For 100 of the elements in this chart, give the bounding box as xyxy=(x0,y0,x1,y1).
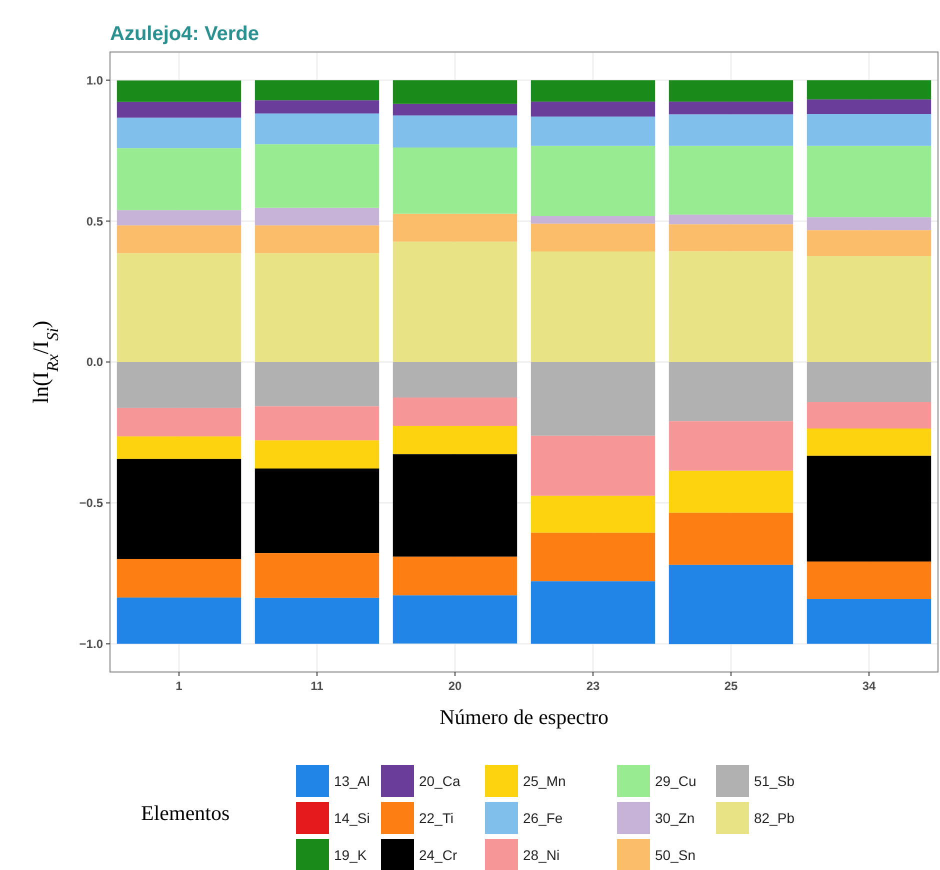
bar xyxy=(806,217,932,230)
bar xyxy=(668,80,794,102)
bar xyxy=(530,224,656,252)
bar xyxy=(254,144,380,208)
x-tick-label: 11 xyxy=(310,679,324,693)
bar xyxy=(668,251,794,362)
chart-title: Azulejo4: Verde xyxy=(110,23,259,45)
bar xyxy=(392,148,518,214)
bar xyxy=(530,436,656,496)
bar xyxy=(530,532,656,582)
bar xyxy=(530,362,656,436)
legend-label: 26_Fe xyxy=(523,810,563,826)
legend-label: 50_Sn xyxy=(655,846,696,863)
bar xyxy=(254,208,380,226)
bar xyxy=(392,398,518,426)
bar xyxy=(392,362,518,398)
bar xyxy=(392,595,518,644)
bar xyxy=(530,102,656,117)
legend-label: 24_Cr xyxy=(419,846,458,863)
legend-label: 51_Sb xyxy=(754,772,795,789)
bar xyxy=(254,113,380,144)
bar xyxy=(530,216,656,224)
bar xyxy=(254,253,380,362)
bar xyxy=(806,428,932,456)
bar xyxy=(254,598,380,644)
legend-label: 28_Ni xyxy=(523,846,560,863)
bar xyxy=(116,225,242,254)
bar xyxy=(668,114,794,146)
bar xyxy=(806,256,932,362)
bar xyxy=(116,148,242,210)
bar xyxy=(254,225,380,254)
bar xyxy=(530,116,656,146)
y-tick-label: 0.5 xyxy=(86,214,104,228)
legend-label: 22_Ti xyxy=(419,810,454,826)
bar xyxy=(254,362,380,406)
bar xyxy=(806,456,932,562)
bar xyxy=(392,556,518,596)
bar xyxy=(254,468,380,554)
bar xyxy=(530,252,656,362)
bar xyxy=(530,146,656,216)
x-tick-label: 1 xyxy=(176,679,183,693)
legend-title: Elementos xyxy=(141,801,230,825)
bar xyxy=(254,553,380,598)
bar xyxy=(668,102,794,114)
bar xyxy=(530,581,656,644)
y-tick-label: −1.0 xyxy=(79,637,104,652)
bar xyxy=(806,99,932,114)
y-tick-label: −0.5 xyxy=(79,496,104,510)
bar xyxy=(392,426,518,454)
bar xyxy=(254,440,380,469)
bar xyxy=(668,421,794,471)
bar xyxy=(530,80,656,102)
x-tick-label: 23 xyxy=(586,679,600,693)
legend-label: 25_Mn xyxy=(523,772,566,789)
bar xyxy=(668,146,794,215)
bar xyxy=(116,210,242,226)
bar xyxy=(392,454,518,557)
bar xyxy=(254,406,380,440)
bar xyxy=(806,114,932,146)
bar xyxy=(806,146,932,218)
bar xyxy=(254,100,380,114)
x-axis-title: Número de espectro xyxy=(439,705,609,729)
legend-label: 19_K xyxy=(334,846,368,863)
x-tick-label: 20 xyxy=(448,679,462,693)
bar xyxy=(806,362,932,402)
legend-label: 20_Ca xyxy=(419,772,460,789)
bar xyxy=(116,80,242,102)
bar xyxy=(668,224,794,252)
bar xyxy=(116,408,242,436)
legend-label: 82_Pb xyxy=(754,810,795,826)
bar xyxy=(392,242,518,362)
bar xyxy=(806,402,932,429)
bar xyxy=(116,102,242,118)
bar xyxy=(806,80,932,100)
bar xyxy=(116,598,242,644)
bar xyxy=(806,599,932,644)
bar xyxy=(392,115,518,148)
legend-label: 13_Al xyxy=(334,772,370,789)
bar xyxy=(116,558,242,598)
bar xyxy=(116,458,242,559)
bar xyxy=(668,564,794,644)
y-tick-label: 0.0 xyxy=(86,355,104,370)
x-tick-label: 25 xyxy=(724,679,738,693)
legend-label: 14_Si xyxy=(334,810,370,826)
x-tick-label: 34 xyxy=(862,679,876,693)
bar xyxy=(530,496,656,533)
bar xyxy=(116,362,242,408)
bar xyxy=(254,80,380,100)
bar xyxy=(392,104,518,116)
bar xyxy=(392,80,518,104)
bar xyxy=(806,562,932,600)
bar xyxy=(116,118,242,148)
bar xyxy=(668,362,794,422)
bar xyxy=(392,214,518,242)
legend-label: 29_Cu xyxy=(655,772,696,789)
bar xyxy=(668,214,794,224)
legend-label: 30_Zn xyxy=(655,810,695,826)
bar xyxy=(116,436,242,459)
bar xyxy=(668,470,794,513)
bar xyxy=(668,512,794,565)
